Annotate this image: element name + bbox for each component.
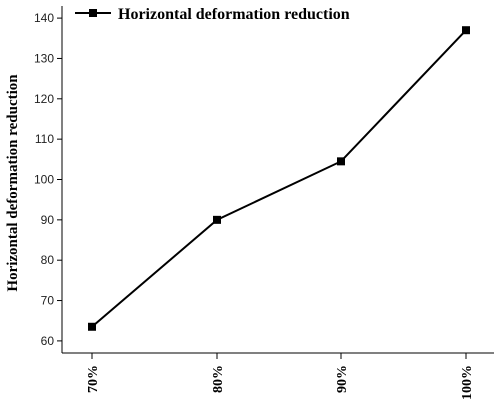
series-layer (88, 26, 470, 331)
legend: Horizontal deformation reduction (75, 6, 350, 23)
y-tick-label: 70 (41, 294, 55, 308)
x-tick-label: 80% (211, 365, 226, 393)
x-axis-ticks: 70% 80% 90% 100% (86, 353, 475, 400)
y-tick-label: 110 (35, 132, 54, 146)
x-tick-label: 100% (460, 365, 475, 400)
y-tick-label: 90 (41, 213, 55, 227)
legend-marker (89, 9, 97, 17)
plot-frame (61, 6, 494, 354)
legend-label: Horizontal deformation reduction (118, 6, 350, 23)
data-point (88, 322, 96, 331)
data-point (337, 157, 345, 166)
data-point (462, 26, 470, 35)
y-tick-label: 100 (34, 173, 54, 187)
y-tick-label: 120 (34, 92, 54, 106)
y-axis-title: Horizontal deformation reduction (5, 74, 21, 292)
y-tick-label: 80 (41, 253, 55, 267)
y-tick-label: 60 (41, 334, 55, 348)
y-tick-label: 140 (34, 11, 54, 25)
data-point (213, 215, 221, 224)
series-line (91, 29, 467, 328)
y-axis-ticks: 60 70 80 90 100 110 120 130 140 (34, 11, 62, 348)
x-tick-label: 90% (335, 365, 350, 393)
x-tick-label: 70% (86, 365, 101, 393)
y-tick-label: 130 (34, 51, 54, 65)
